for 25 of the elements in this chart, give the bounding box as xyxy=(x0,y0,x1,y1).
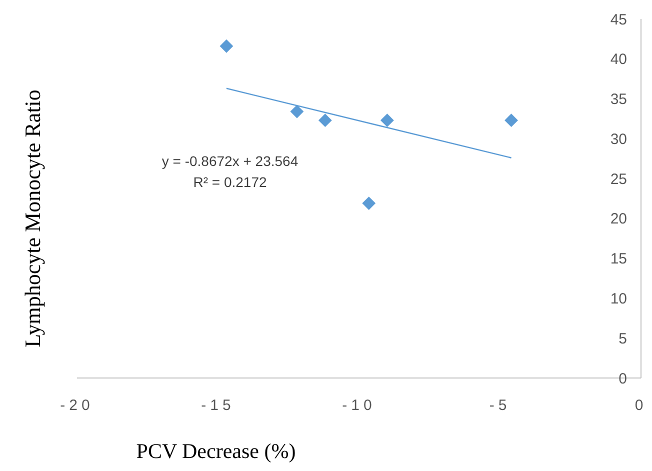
y-tick-label: 5 xyxy=(618,330,627,348)
x-tick-label: 0 xyxy=(634,397,648,414)
y-tick-label: 10 xyxy=(610,290,627,308)
x-tick-label: -15 xyxy=(201,397,235,414)
y-tick-label: 15 xyxy=(610,250,627,268)
point xyxy=(504,114,518,128)
y-tick-label: 45 xyxy=(610,11,627,28)
y-tick-label: 30 xyxy=(610,130,627,148)
y-tick-label: 25 xyxy=(610,170,627,188)
point xyxy=(362,196,376,210)
x-axis-title: PCV Decrease (%) xyxy=(136,439,296,463)
point xyxy=(290,104,304,118)
point xyxy=(380,114,394,128)
x-tick-label: -20 xyxy=(60,397,94,414)
x-tick-label: -5 xyxy=(489,397,511,414)
point xyxy=(318,114,332,128)
y-axis-title: Lymphocyte Monocyte Ratio xyxy=(20,90,45,348)
annotation: R² = 0.2172 xyxy=(193,174,267,190)
point xyxy=(220,39,234,53)
x-tick-label: -10 xyxy=(342,397,376,414)
annotation: y = -0.8672x + 23.564 xyxy=(162,153,298,169)
y-tick-label: 20 xyxy=(610,210,627,228)
y-tick-label: 40 xyxy=(610,51,627,68)
y-tick-label: 35 xyxy=(610,91,627,108)
y-tick-label: 0 xyxy=(618,370,627,388)
